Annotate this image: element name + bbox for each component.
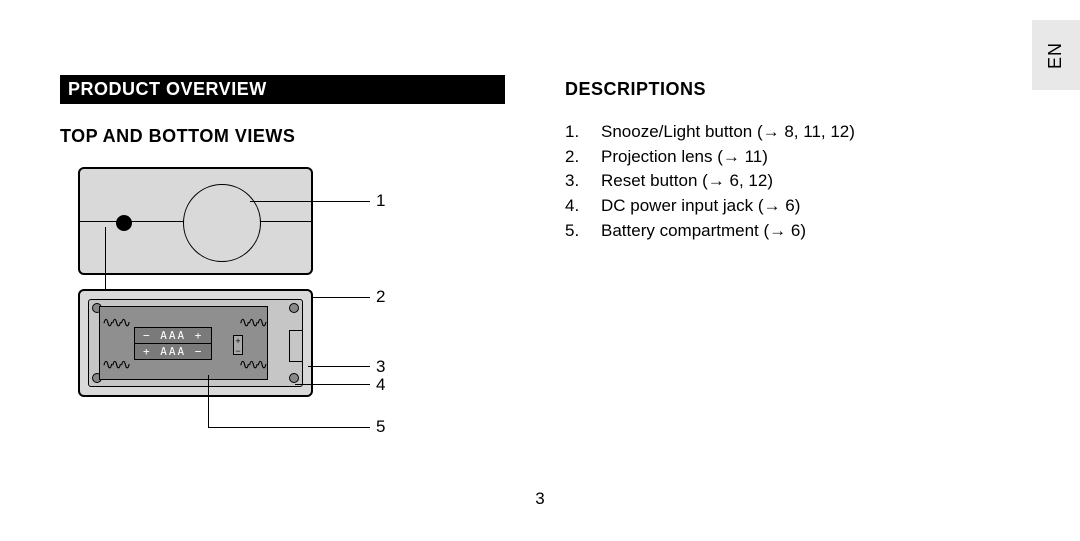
list-item: 3. Reset button (→ 6, 12) xyxy=(565,169,1035,194)
item-text: Projection lens (→ 11) xyxy=(601,145,768,170)
screw-icon xyxy=(289,303,299,313)
callout-line xyxy=(208,375,209,427)
figure-inner-panel: ∿∿∿ ∿∿∿ ∿∿∿ ∿∿∿ − AAA + + AAA − + − xyxy=(88,299,303,387)
figure-snooze-button xyxy=(116,215,132,231)
spring-icon: ∿∿∿ xyxy=(102,357,128,373)
callout-line xyxy=(250,201,370,202)
descriptions-list: 1. Snooze/Light button (→ 8, 11, 12) 2. … xyxy=(565,120,1035,243)
language-tab: EN xyxy=(1032,20,1080,90)
callout-number: 3 xyxy=(376,357,385,377)
callout-number: 4 xyxy=(376,375,385,395)
list-item: 4. DC power input jack (→ 6) xyxy=(565,194,1035,219)
battery-contact: + − xyxy=(233,335,243,355)
language-code: EN xyxy=(1045,41,1066,68)
arrow-icon: → xyxy=(708,169,725,194)
callout-line xyxy=(295,384,370,385)
figure-top-view xyxy=(78,167,313,275)
item-text: Snooze/Light button (→ 8, 11, 12) xyxy=(601,120,855,145)
callout-number: 1 xyxy=(376,191,385,211)
right-column: DESCRIPTIONS 1. Snooze/Light button (→ 8… xyxy=(565,75,1035,243)
item-number: 5. xyxy=(565,219,601,244)
item-number: 3. xyxy=(565,169,601,194)
battery-labels: − AAA + + AAA − xyxy=(134,327,212,360)
page-content: PRODUCT OVERVIEW TOP AND BOTTOM VIEWS 1 … xyxy=(60,75,1020,397)
spring-icon: ∿∿∿ xyxy=(239,315,265,331)
callout-line xyxy=(208,427,370,428)
figure-battery-well: ∿∿∿ ∿∿∿ ∿∿∿ ∿∿∿ − AAA + + AAA − + − xyxy=(99,306,268,380)
item-number: 4. xyxy=(565,194,601,219)
figure-projection-lens xyxy=(183,184,261,262)
battery-row-label: − AAA + xyxy=(135,328,211,344)
section-header: PRODUCT OVERVIEW xyxy=(60,75,505,104)
contact-minus: − xyxy=(234,346,242,356)
callout-line xyxy=(308,366,370,367)
spring-icon: ∿∿∿ xyxy=(102,315,128,331)
item-number: 2. xyxy=(565,145,601,170)
list-item: 1. Snooze/Light button (→ 8, 11, 12) xyxy=(565,120,1035,145)
spring-icon: ∿∿∿ xyxy=(239,357,265,373)
arrow-icon: → xyxy=(723,145,740,170)
list-item: 5. Battery compartment (→ 6) xyxy=(565,219,1035,244)
item-text: Battery compartment (→ 6) xyxy=(601,219,806,244)
item-text: Reset button (→ 6, 12) xyxy=(601,169,773,194)
page-number: 3 xyxy=(535,489,544,509)
diagram-area: 1 2 ∿∿∿ ∿∿∿ ∿∿∿ ∿∿∿ xyxy=(60,167,460,397)
contact-plus: + xyxy=(234,336,242,346)
arrow-icon: → xyxy=(769,219,786,244)
descriptions-heading: DESCRIPTIONS xyxy=(565,79,1035,100)
figure-bottom-view: ∿∿∿ ∿∿∿ ∿∿∿ ∿∿∿ − AAA + + AAA − + − xyxy=(78,289,313,397)
callout-line xyxy=(105,227,106,297)
battery-row-label: + AAA − xyxy=(135,344,211,359)
list-item: 2. Projection lens (→ 11) xyxy=(565,145,1035,170)
callout-number: 2 xyxy=(376,287,385,307)
screw-icon xyxy=(289,373,299,383)
figure-dc-jack xyxy=(289,330,303,362)
arrow-icon: → xyxy=(763,120,780,145)
arrow-icon: → xyxy=(764,194,781,219)
callout-number: 5 xyxy=(376,417,385,437)
item-number: 1. xyxy=(565,120,601,145)
item-text: DC power input jack (→ 6) xyxy=(601,194,800,219)
